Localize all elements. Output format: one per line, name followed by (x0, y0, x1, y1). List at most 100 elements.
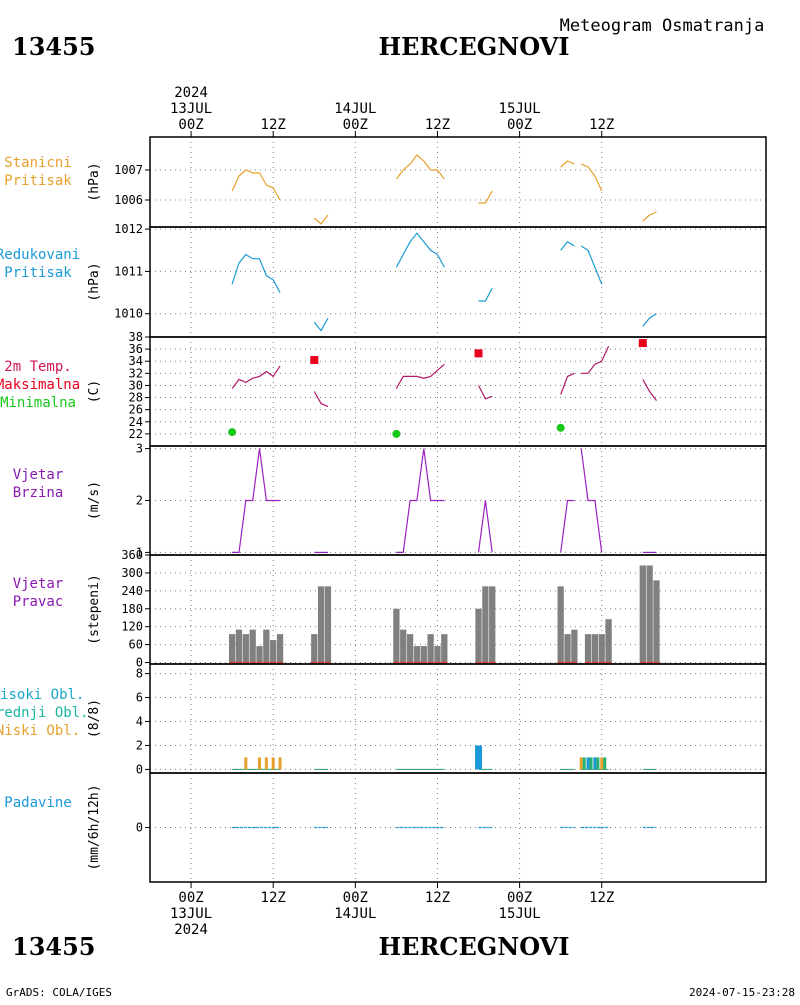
wind-direction-bar (263, 629, 270, 663)
y-tick-label: 4 (136, 714, 143, 728)
panel-label: Srednji Obl. (0, 705, 89, 721)
wind-direction-bar (235, 629, 243, 663)
y-axis-label: (stepeni) (87, 574, 102, 644)
time-tick-label: 14JUL (334, 101, 376, 117)
wind-direction-bar (249, 629, 256, 663)
series-line-reduced-pressure (580, 245, 603, 285)
panel-label: Brzina (13, 485, 64, 501)
panel-label: Maksimalna (0, 377, 80, 393)
series-line-station-pressure (395, 154, 445, 180)
series-line-wind-speed (560, 499, 575, 553)
mid-cloud-bar (603, 757, 607, 770)
y-tick-label: 3 (136, 442, 143, 456)
y-axis-label: (C) (87, 380, 102, 403)
series-line-station-pressure (231, 169, 281, 201)
y-tick-label: 30 (129, 378, 143, 392)
time-tick-label: 12Z (589, 117, 614, 133)
time-tick-label: 2024 (174, 922, 208, 938)
series-line-temperature (581, 345, 610, 374)
low-cloud-bar (600, 757, 604, 770)
series-line-reduced-pressure (313, 317, 329, 332)
wind-direction-bar (242, 634, 249, 663)
max-temp-marker (638, 339, 647, 348)
panel-label: 2m Temp. (4, 359, 71, 375)
wind-direction-bar (434, 646, 441, 663)
y-tick-label: 36 (129, 342, 143, 356)
footer-station-name: HERCEGNOVI (378, 932, 569, 961)
time-tick-label: 12Z (261, 890, 286, 906)
y-tick-label: 1012 (114, 222, 143, 236)
y-tick-label: 2 (136, 738, 143, 752)
series-line-reduced-pressure (478, 288, 493, 302)
y-axis-label: (m/s) (87, 481, 102, 520)
wind-direction-bar (420, 646, 427, 663)
series-line-wind-speed (232, 448, 280, 554)
time-tick-label: 00Z (343, 117, 368, 133)
wind-direction-bar (324, 586, 332, 663)
panel-label: Pravac (13, 594, 64, 610)
panel-station-pressure: 1006 1007 (hPa) Stanicni Pritisak (4, 136, 767, 228)
panel-clouds: 0 2 4 6 8 (8/8)Visoki Obl. Srednji Obl. Niski O… (0, 663, 767, 776)
wind-direction-bar (598, 634, 605, 663)
wind-direction-bar (571, 629, 578, 663)
time-tick-label: 12Z (589, 890, 614, 906)
panel-frame (149, 663, 767, 774)
series-line-wind-speed (477, 500, 493, 553)
series-line-reduced-pressure (231, 253, 281, 293)
mid-cloud-bar (582, 757, 586, 770)
panel-frame (149, 136, 767, 228)
y-tick-label: 1007 (114, 163, 143, 177)
panel-frame (149, 772, 767, 883)
series-line-wind-speed (396, 448, 445, 554)
footer-software: GrADS: COLA/IGES (6, 986, 112, 999)
y-tick-label: 1010 (114, 307, 143, 321)
y-tick-label: 300 (121, 566, 143, 580)
wind-direction-bar (591, 634, 599, 663)
wind-direction-bar (639, 565, 646, 663)
y-tick-label: 0 (136, 821, 143, 835)
wind-direction-bar (311, 634, 318, 663)
wind-direction-bar (482, 586, 489, 663)
low-cloud-bar (278, 757, 282, 770)
y-tick-label: 32 (129, 366, 143, 380)
y-tick-label: 0 (136, 656, 143, 670)
series-line-station-pressure (478, 190, 493, 204)
header-station-name: HERCEGNOVI (378, 32, 569, 61)
series-line-temperature (477, 385, 493, 400)
panel-reduced-pressure: 1010 1011 1012 (hPa) Redukovani Pritisak (0, 222, 767, 338)
wind-direction-bar (256, 646, 263, 663)
wind-direction-bar (584, 634, 592, 663)
wind-direction-bar (393, 608, 400, 663)
time-tick-label: 00Z (507, 890, 532, 906)
wind-direction-bar (475, 608, 482, 663)
y-tick-label: 26 (129, 403, 143, 417)
y-axis-label: (hPa) (87, 262, 102, 301)
max-temp-marker (310, 356, 319, 365)
time-tick-label: 00Z (178, 117, 203, 133)
wind-direction-bar (317, 586, 325, 663)
y-tick-label: 240 (121, 584, 143, 598)
series-line-temperature (231, 365, 281, 389)
wind-direction-bar (228, 634, 236, 663)
panel-label: Pritisak (4, 173, 72, 189)
high-cloud-bar (586, 757, 590, 770)
wind-direction-bar (406, 634, 414, 663)
time-tick-label: 12Z (425, 890, 450, 906)
low-cloud-bar (264, 757, 268, 770)
y-tick-label: 120 (121, 620, 143, 634)
wind-direction-bar (270, 640, 277, 663)
y-tick-label: 1 (136, 545, 143, 559)
time-tick-label: 14JUL (334, 906, 376, 922)
y-tick-label: 22 (129, 427, 143, 441)
time-tick-label: 12Z (425, 117, 450, 133)
y-tick-label: 28 (129, 391, 143, 405)
panel-label: Niski Obl. (0, 723, 80, 739)
wind-direction-bar (413, 646, 421, 663)
panel-label: Minimalna (0, 395, 76, 411)
y-tick-label: 1011 (114, 264, 143, 278)
series-line-temperature (313, 391, 329, 408)
wind-direction-bar (427, 634, 434, 663)
wind-direction-bar (489, 586, 496, 663)
low-cloud-bar (271, 757, 275, 770)
